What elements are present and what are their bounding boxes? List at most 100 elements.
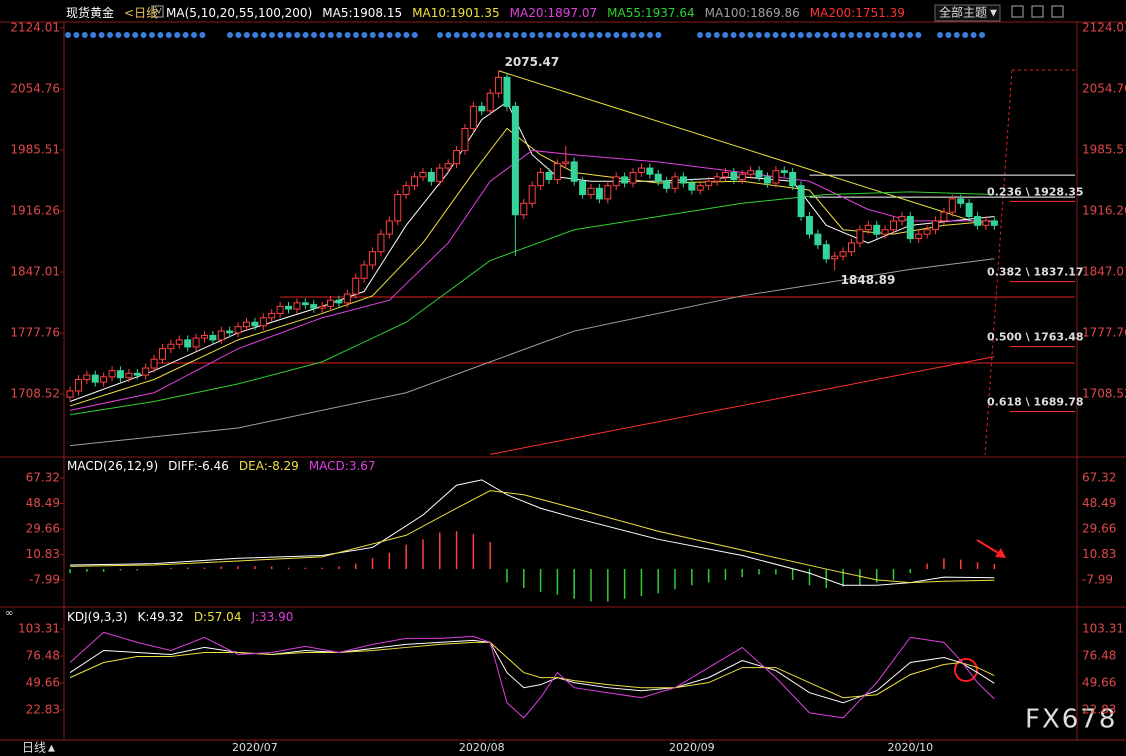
undefined bbox=[69, 258, 995, 447]
undefined bbox=[70, 490, 995, 584]
candle-body bbox=[125, 372, 133, 379]
marker-dot bbox=[462, 32, 469, 38]
indicator-icon[interactable] bbox=[151, 5, 164, 18]
y-tick-label: -7.99 bbox=[29, 572, 60, 586]
candle-body bbox=[915, 233, 923, 240]
x-tick-label: 2020/10 bbox=[887, 741, 933, 754]
close-icon[interactable] bbox=[1051, 5, 1064, 18]
candle-body bbox=[696, 185, 704, 191]
y-tick-label: 1708.52 bbox=[1082, 387, 1126, 401]
marker-dot bbox=[881, 32, 888, 38]
marker-dot bbox=[529, 32, 536, 38]
candle-body bbox=[595, 187, 603, 200]
candle-body bbox=[738, 173, 746, 181]
candle-body bbox=[369, 251, 377, 266]
legend-entry: KDJ(9,3,3) bbox=[67, 610, 128, 624]
arrow-head bbox=[995, 548, 1006, 558]
candle-body bbox=[343, 293, 351, 304]
marker-dot bbox=[311, 32, 317, 38]
marker-dot bbox=[437, 32, 443, 38]
candle-body bbox=[100, 376, 108, 383]
y-tick-label: 1777.76 bbox=[10, 326, 60, 340]
candle-body bbox=[805, 216, 813, 235]
candle-body bbox=[612, 176, 620, 187]
period-label[interactable]: 日线 bbox=[22, 741, 46, 755]
marker-dot bbox=[953, 32, 960, 38]
marker-dot bbox=[823, 32, 829, 38]
candle-body bbox=[453, 149, 461, 165]
candle-body bbox=[747, 170, 755, 175]
marker-dot bbox=[182, 32, 189, 38]
candle-body bbox=[789, 171, 797, 187]
settings-icon[interactable] bbox=[1011, 5, 1024, 18]
x-tick-label: 2020/09 bbox=[669, 741, 715, 754]
dropdown-arrow: ▼ bbox=[990, 9, 997, 19]
period-arrow[interactable]: ▲ bbox=[48, 744, 55, 754]
candle-body bbox=[537, 171, 545, 187]
marker-dot bbox=[479, 32, 485, 38]
expand-icon[interactable] bbox=[1031, 5, 1044, 18]
marker-dot bbox=[453, 32, 460, 38]
candle-body bbox=[192, 337, 200, 348]
y-tick-label: 1985.51 bbox=[1082, 142, 1126, 156]
candle-body bbox=[175, 339, 183, 345]
legend-entry: MA5:1908.15 bbox=[322, 6, 402, 20]
marker-dot bbox=[739, 32, 745, 38]
candle-body bbox=[553, 163, 561, 181]
candle-body bbox=[990, 220, 998, 226]
y-tick-label: 22.83 bbox=[26, 703, 60, 717]
y-tick-label: 76.48 bbox=[26, 649, 60, 663]
fib-label: 0.236 \ 1928.35 bbox=[987, 185, 1084, 198]
y-tick-label: 2054.76 bbox=[10, 81, 60, 95]
legend-entry: MA55:1937.64 bbox=[607, 6, 695, 20]
theme-button[interactable] bbox=[934, 4, 1001, 22]
candle-body bbox=[923, 229, 931, 235]
legend-entry: MA10:1901.35 bbox=[412, 6, 500, 20]
candle-body bbox=[360, 264, 368, 279]
marker-dot bbox=[269, 32, 275, 38]
marker-dot bbox=[621, 32, 628, 38]
candle-body bbox=[217, 330, 225, 341]
y-tick-label: 2124.01 bbox=[1082, 20, 1126, 34]
marker-dot bbox=[605, 32, 611, 38]
candle-body bbox=[83, 374, 91, 381]
candle-body bbox=[444, 163, 452, 169]
marker-dot bbox=[336, 32, 343, 38]
legend-entry: MA(5,10,20,55,100,200) bbox=[166, 6, 312, 20]
marker-dot bbox=[227, 32, 233, 38]
marker-dot bbox=[848, 32, 855, 38]
y-tick-label: 1916.26 bbox=[1082, 204, 1126, 218]
candle-body bbox=[839, 251, 847, 257]
legend-entry: <日线 bbox=[124, 6, 158, 20]
marker-dot bbox=[697, 32, 703, 38]
candle-body bbox=[226, 330, 234, 334]
y-tick-label: 48.49 bbox=[26, 496, 60, 510]
candle-body bbox=[797, 185, 805, 218]
candle-body bbox=[932, 220, 940, 231]
y-tick-label: -7.99 bbox=[1082, 572, 1113, 586]
candle-body bbox=[318, 305, 326, 309]
candle-body bbox=[242, 321, 250, 328]
candle-body bbox=[520, 202, 528, 216]
y-tick-label: 2054.76 bbox=[1082, 81, 1126, 95]
marker-dot bbox=[937, 32, 943, 38]
candle-body bbox=[419, 171, 427, 178]
candle-body bbox=[562, 161, 570, 165]
candle-body bbox=[881, 229, 889, 235]
marker-dot bbox=[487, 32, 494, 38]
marker-dot bbox=[132, 32, 139, 38]
highlight-circle bbox=[954, 658, 978, 682]
marker-dot bbox=[588, 32, 595, 38]
fib-guide bbox=[984, 69, 1013, 456]
undefined bbox=[69, 631, 995, 719]
marker-dot bbox=[546, 32, 553, 38]
marker-dot bbox=[613, 32, 620, 38]
marker-dot bbox=[411, 32, 418, 38]
candle-body bbox=[579, 180, 587, 195]
marker-dot bbox=[638, 32, 645, 38]
fib-label: 0.618 \ 1689.78 bbox=[987, 396, 1084, 409]
fib-label: 0.382 \ 1837.17 bbox=[987, 266, 1084, 279]
candle-body bbox=[873, 224, 881, 235]
candle-body bbox=[982, 220, 990, 226]
